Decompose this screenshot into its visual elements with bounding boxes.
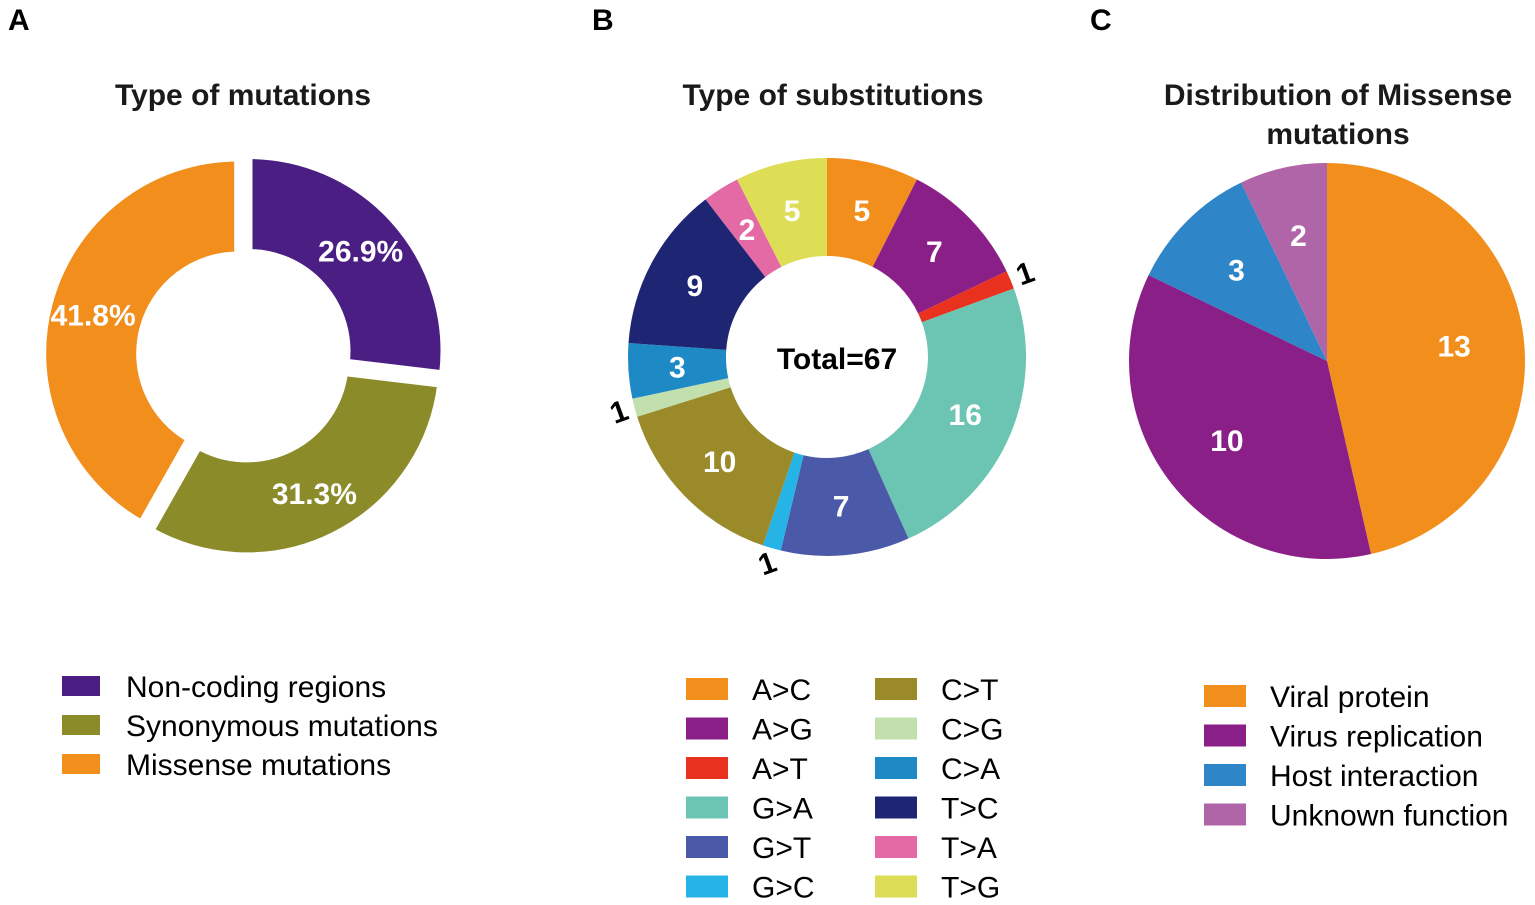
chart-b-slice-label-a-to-t: 1 xyxy=(1012,256,1039,293)
chart-c-legend-label-virus-replication: Virus replication xyxy=(1270,721,1483,754)
chart-c-slice-host-interaction xyxy=(1148,182,1327,361)
chart-b-legend-label-c-to-g: C>G xyxy=(941,714,1004,747)
chart-c-legend-label-unknown-function: Unknown function xyxy=(1270,800,1508,833)
chart-a-donut: 26.9% 31.3% 41.8% xyxy=(38,151,449,561)
chart-a-legend-swatch-non-coding-regions xyxy=(62,676,100,696)
chart-b-slice-a-to-c xyxy=(827,158,917,267)
chart-b-slice-label-g-to-t: 7 xyxy=(833,490,850,523)
panel-letter-b: B xyxy=(592,4,614,37)
chart-b-legend: A>C A>G A>T G>A G>T G>C C>T C>G C>A T>C T>A T>G xyxy=(686,674,1004,905)
chart-b-slice-a-to-t xyxy=(918,271,1014,323)
chart-b-slice-label-g-to-c: 1 xyxy=(754,546,781,583)
chart-b-slice-label-t-to-a: 2 xyxy=(739,214,756,247)
chart-a-slice-missense-mutations xyxy=(38,153,243,530)
chart-b-legend-label-g-to-a: G>A xyxy=(752,793,813,826)
chart-c-title-line-2: mutations xyxy=(1266,118,1409,151)
chart-c-slice-viral-protein xyxy=(1327,163,1525,555)
chart-b-legend-swatch-c-to-a xyxy=(875,757,917,779)
chart-b-slice-label-g-to-a: 16 xyxy=(949,399,982,432)
chart-c-slice-virus-replication xyxy=(1129,275,1372,559)
chart-b-legend-label-a-to-g: A>G xyxy=(752,714,813,747)
chart-b-legend-label-t-to-a: T>A xyxy=(941,832,997,865)
chart-a-slice-label-synonymous-mutations: 31.3% xyxy=(272,478,357,511)
chart-b-slice-label-a-to-c: 5 xyxy=(854,195,871,228)
chart-c-legend-swatch-virus-replication xyxy=(1204,724,1246,747)
chart-b-title: Type of substitutions xyxy=(682,79,983,112)
chart-b-legend-label-g-to-c: G>C xyxy=(752,872,815,905)
chart-a-legend: Non-coding regions Synonymous mutations Mi… xyxy=(62,671,438,782)
chart-b-slice-g-to-a xyxy=(868,288,1026,539)
chart-b-legend-swatch-t-to-c xyxy=(875,796,917,819)
chart-c-legend-swatch-viral-protein xyxy=(1204,685,1246,707)
chart-c-legend: Viral protein Virus replication Host inter… xyxy=(1204,681,1508,833)
chart-c-title-line-1: Distribution of Missense xyxy=(1164,79,1512,112)
chart-b-slice-g-to-c xyxy=(762,452,804,551)
chart-a-slice-non-coding-regions xyxy=(244,151,449,379)
chart-b-legend-label-c-to-t: C>T xyxy=(941,674,999,707)
chart-a-title: Type of mutations xyxy=(115,79,371,112)
chart-b-legend-swatch-g-to-a xyxy=(686,796,728,819)
chart-b-slice-c-to-a xyxy=(627,343,729,399)
chart-b-legend-swatch-g-to-c xyxy=(686,875,728,898)
chart-c-legend-swatch-host-interaction xyxy=(1204,764,1246,786)
chart-b-slice-label-c-to-a: 3 xyxy=(669,352,686,385)
chart-b-legend-label-g-to-t: G>T xyxy=(752,832,811,865)
chart-b-slice-c-to-g xyxy=(632,378,731,417)
chart-b-legend-swatch-c-to-g xyxy=(875,717,917,740)
chart-c-legend-label-host-interaction: Host interaction xyxy=(1270,760,1478,793)
chart-b-legend-label-a-to-t: A>T xyxy=(752,753,808,786)
chart-b-slice-label-c-to-g: 1 xyxy=(606,394,633,431)
panel-letter-a: A xyxy=(8,4,30,37)
chart-b-slice-label-t-to-c: 9 xyxy=(686,270,703,303)
chart-c-slice-label-virus-replication: 10 xyxy=(1210,425,1243,458)
chart-b-legend-swatch-c-to-t xyxy=(875,678,917,700)
chart-c-slice-unknown-function xyxy=(1241,163,1327,361)
chart-b-slice-t-to-g xyxy=(737,158,827,267)
chart-a-legend-swatch-synonymous-mutations xyxy=(62,715,100,735)
chart-a-slice-synonymous-mutations xyxy=(144,367,446,561)
chart-c-pie: 13 10 3 2 xyxy=(1129,163,1525,559)
chart-b-slice-t-to-c xyxy=(628,199,766,350)
chart-b-center-total: Total=67 xyxy=(777,343,897,376)
chart-c-legend-label-viral-protein: Viral protein xyxy=(1270,681,1430,714)
chart-c-slice-label-host-interaction: 3 xyxy=(1228,254,1245,287)
chart-b-slice-g-to-t xyxy=(780,449,909,556)
chart-a-legend-label-synonymous-mutations: Synonymous mutations xyxy=(126,710,438,743)
chart-b-slice-label-a-to-g: 7 xyxy=(926,236,943,269)
chart-b-legend-swatch-t-to-a xyxy=(875,836,917,858)
chart-c-legend-swatch-unknown-function xyxy=(1204,803,1246,826)
chart-b-legend-label-t-to-c: T>C xyxy=(941,793,999,826)
chart-a-slice-label-non-coding-regions: 26.9% xyxy=(318,235,403,268)
chart-c-slice-label-viral-protein: 13 xyxy=(1438,331,1471,364)
chart-b-slice-label-c-to-t: 10 xyxy=(703,446,736,479)
chart-b-legend-label-a-to-c: A>C xyxy=(752,674,811,707)
chart-a-legend-label-non-coding-regions: Non-coding regions xyxy=(126,671,386,704)
chart-c-slice-label-unknown-function: 2 xyxy=(1290,220,1307,253)
chart-a-legend-label-missense-mutations: Missense mutations xyxy=(126,749,391,782)
chart-b-legend-swatch-a-to-t xyxy=(686,757,728,779)
panel-letter-c: C xyxy=(1090,4,1112,37)
chart-a-slice-label-missense-mutations: 41.8% xyxy=(51,299,136,332)
chart-b-legend-label-c-to-a: C>A xyxy=(941,753,1000,786)
chart-b-slice-a-to-g xyxy=(872,179,1007,314)
chart-b-legend-swatch-a-to-g xyxy=(686,717,728,740)
chart-b-slice-label-t-to-g: 5 xyxy=(784,195,801,228)
chart-b-slice-t-to-a xyxy=(705,179,782,277)
chart-b-slice-c-to-t xyxy=(637,387,795,546)
chart-b-legend-swatch-t-to-g xyxy=(875,875,917,898)
chart-b-legend-label-t-to-g: T>G xyxy=(941,872,1000,905)
chart-b-legend-swatch-g-to-t xyxy=(686,836,728,858)
chart-b-legend-swatch-a-to-c xyxy=(686,678,728,700)
chart-a-legend-swatch-missense-mutations xyxy=(62,754,100,774)
